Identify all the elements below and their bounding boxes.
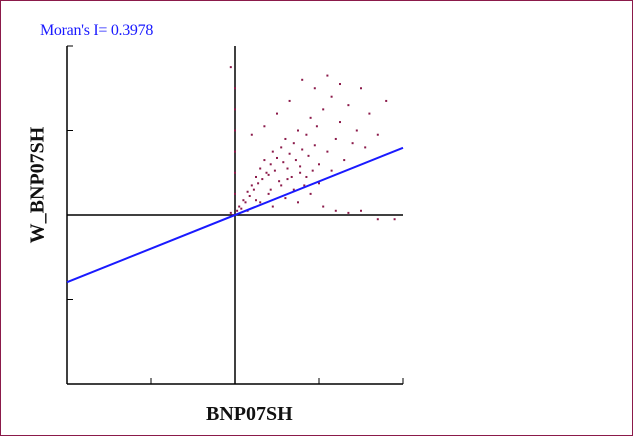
scatter-point [269, 163, 272, 166]
scatter-point [339, 83, 341, 86]
scatter-point [334, 137, 337, 140]
scatter-point [280, 146, 283, 149]
scatter-point [244, 201, 247, 204]
scatter-point [271, 150, 274, 153]
scatter-point [360, 87, 362, 90]
scatter-point [326, 150, 329, 153]
scatter-point [280, 184, 283, 187]
scatter-point [288, 99, 291, 102]
y-axis-label: W_BNP07SH [26, 126, 49, 244]
scatter-point [250, 184, 253, 187]
scatter-point [347, 211, 350, 214]
scatter-point [267, 173, 270, 176]
scatter-point [255, 199, 257, 202]
scatter-point [288, 152, 291, 155]
points-group [229, 66, 396, 221]
scatter-point [242, 199, 245, 202]
scatter-point [301, 78, 304, 81]
scatter-point [261, 178, 264, 181]
scatter-point [347, 104, 350, 107]
regression-line-group [66, 146, 404, 284]
scatter-point [360, 209, 362, 212]
scatter-point [286, 178, 289, 181]
scatter-point [299, 165, 302, 168]
scatter-point [297, 129, 299, 132]
scatter-point [307, 154, 310, 157]
scatter-point [301, 148, 304, 151]
scatter-point [385, 99, 388, 102]
scatter-point [229, 66, 232, 69]
scatter-point [271, 205, 274, 208]
scatter-point [246, 190, 249, 193]
scatter-point [311, 169, 314, 172]
scatter-point [303, 184, 306, 187]
scatter-point [313, 144, 316, 147]
scatter-point [334, 209, 337, 212]
scatter-point [263, 159, 266, 162]
scatter-point [351, 142, 354, 145]
scatter-point [309, 116, 312, 119]
scatter-point [263, 125, 266, 128]
scatter-point [259, 167, 262, 170]
scatter-point [234, 192, 236, 195]
scatter-point [313, 87, 316, 90]
scatter-point [234, 108, 236, 111]
scatter-point [318, 182, 320, 185]
scatter-point [250, 133, 253, 136]
scatter-point [276, 112, 278, 115]
regression-line [66, 146, 404, 284]
scatter-point [276, 156, 278, 159]
scatter-point [234, 150, 236, 153]
chart-title: Moran's I= 0.3978 [40, 22, 154, 39]
scatter-point [309, 192, 312, 195]
scatter-point [238, 205, 241, 208]
scatter-point [292, 188, 295, 191]
scatter-point [305, 175, 308, 178]
scatter-point [234, 87, 236, 90]
scatter-point [290, 175, 293, 178]
scatter-point [339, 121, 341, 124]
scatter-point [297, 201, 299, 204]
scatter-point [330, 169, 333, 172]
scatter-point [269, 188, 272, 191]
scatter-point [315, 125, 318, 128]
scatter-point [234, 171, 236, 174]
scatter-point [292, 142, 295, 145]
scatter-point [355, 129, 358, 132]
scatter-point [299, 171, 302, 174]
scatter-point [234, 129, 236, 132]
scatter-point [259, 201, 262, 204]
scatter-point [393, 218, 396, 221]
scatter-point [255, 175, 257, 178]
scatter-point [322, 205, 325, 208]
scatter-point [252, 188, 255, 191]
scatter-point [368, 112, 371, 115]
scatter-point [376, 133, 379, 136]
scatter-point [278, 180, 281, 183]
scatter-point [257, 182, 260, 185]
scatter-point [376, 218, 379, 221]
scatter-point [248, 194, 251, 197]
scatter-point [330, 95, 333, 98]
scatter-point [318, 163, 320, 166]
scatter-point [267, 192, 270, 195]
scatter-point [265, 171, 268, 174]
scatter-point [236, 209, 239, 212]
scatter-point [284, 197, 287, 200]
scatter-point [322, 108, 325, 111]
x-axis-label: BNP07SH [206, 403, 293, 425]
scatter-point [273, 169, 276, 172]
scatter-point [364, 146, 367, 149]
scatter-point [229, 211, 232, 214]
scatter-point [240, 207, 243, 210]
scatter-point [326, 74, 329, 77]
scatter-point [286, 167, 289, 170]
scatter-point [305, 133, 308, 136]
scatter-point [343, 159, 346, 162]
scatter-point [282, 161, 285, 164]
scatter-point [284, 137, 287, 140]
scatter-point [294, 159, 297, 162]
